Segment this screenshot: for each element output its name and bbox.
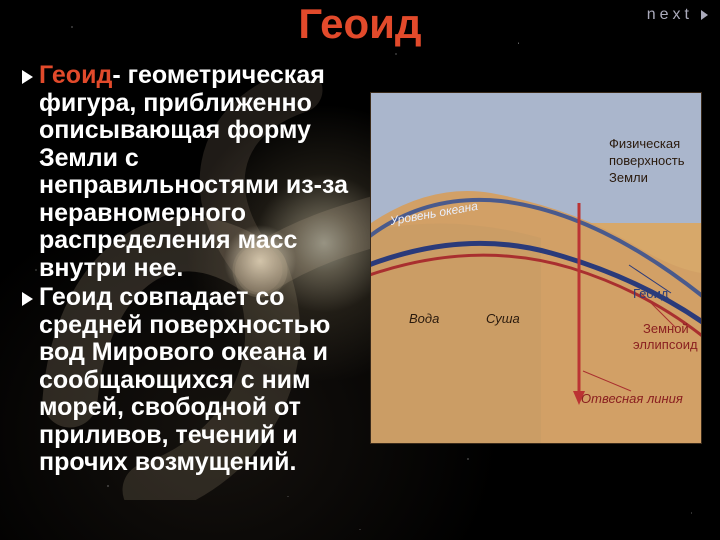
label-physical-surface: Земли (609, 170, 648, 185)
label-ellipsoid: Земной (643, 321, 689, 336)
label-physical-surface: поверхность (609, 153, 685, 168)
slide-title: Геоид (0, 0, 720, 48)
slide: next Геоид Геоид- геометрическая фигура,… (0, 0, 720, 540)
bullet-2-text: Геоид совпадает со средней поверхностью … (39, 283, 330, 476)
bullet-icon (22, 70, 33, 84)
body-text: Геоид- геометрическая фигура, приближенн… (22, 62, 382, 479)
label-water: Вода (409, 311, 439, 326)
bullet-1: Геоид- геометрическая фигура, приближенн… (22, 62, 382, 282)
bullet-2: Геоид совпадает со средней поверхностью … (22, 284, 382, 477)
next-label: next (647, 6, 693, 24)
geoid-diagram: Физическая поверхность Земли Уровень оке… (370, 92, 702, 444)
bullet-icon (22, 292, 33, 306)
arrow-right-icon (701, 10, 708, 20)
highlight-term: Геоид (39, 61, 112, 89)
label-geoid: Геоид (633, 286, 669, 301)
label-plumb: Отвесная линия (581, 391, 683, 406)
next-nav[interactable]: next (647, 6, 708, 24)
label-ellipsoid: эллипсоид (633, 337, 698, 352)
label-physical-surface: Физическая (609, 136, 680, 151)
bullet-1-text: - геометрическая фигура, приближенно опи… (39, 61, 348, 282)
label-land: Суша (486, 311, 520, 326)
